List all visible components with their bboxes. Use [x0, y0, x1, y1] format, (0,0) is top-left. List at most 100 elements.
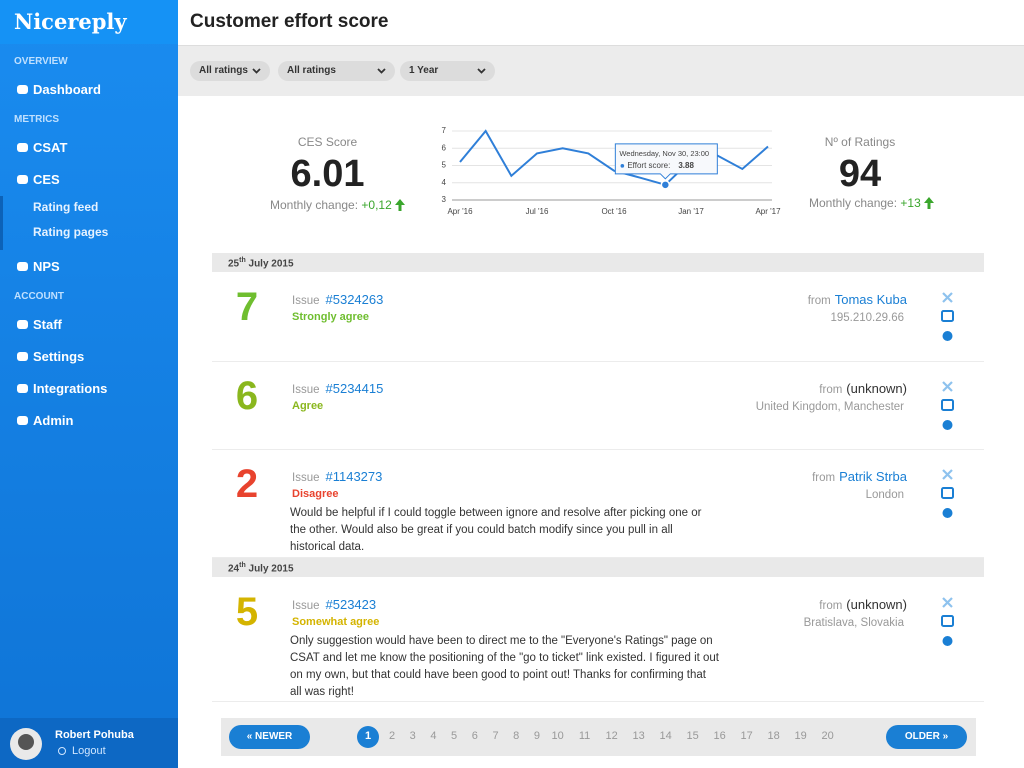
from-name[interactable]: (unknown)	[846, 381, 907, 396]
open-icon[interactable]	[941, 310, 954, 322]
nav-item[interactable]: CES	[33, 172, 60, 187]
page-number[interactable]: 2	[388, 730, 396, 742]
issue-link[interactable]: #1143273	[325, 469, 383, 484]
nav-subitem[interactable]: Rating feed	[33, 200, 99, 214]
x-tick-label: Oct '16	[601, 207, 627, 216]
page-number[interactable]: 10	[551, 730, 564, 742]
page-number[interactable]: 8	[513, 730, 520, 742]
page-number[interactable]: 18	[767, 730, 780, 742]
dropdown-caret	[377, 68, 386, 74]
date-rest: July 2015	[248, 563, 294, 575]
nav-section-title: OVERVIEW	[14, 56, 68, 67]
page-number[interactable]: 3	[409, 730, 416, 742]
nav-item[interactable]: Admin	[33, 413, 74, 428]
from-name[interactable]: Tomas Kuba	[834, 292, 907, 307]
filter-dropdown[interactable]: All ratings	[278, 61, 395, 81]
stat-label: Nº of Ratings	[824, 135, 896, 149]
page-number[interactable]: 15	[686, 730, 699, 742]
dismiss-icon[interactable]	[942, 292, 953, 303]
page-number[interactable]: 14	[659, 730, 672, 742]
issue: Issue #5324263	[292, 292, 383, 307]
issue: Issue #1143273	[292, 469, 382, 484]
stat-value: 94	[838, 153, 882, 195]
change-label: Monthly change: +13	[809, 196, 935, 210]
newer-button[interactable]: « NEWER	[229, 725, 310, 749]
location-icon[interactable]	[942, 636, 953, 646]
user-bar: Robert Pohuba Logout	[0, 718, 178, 768]
nav-icon	[17, 175, 28, 184]
page-number[interactable]: 1	[357, 726, 379, 748]
from-name[interactable]: Patrik Strba	[839, 469, 907, 484]
from: from Tomas Kuba	[808, 292, 907, 307]
older-button[interactable]: OLDER »	[886, 725, 967, 749]
page-number[interactable]: 11	[578, 730, 591, 742]
page-number[interactable]: 7	[492, 730, 499, 742]
y-tick-label: 7	[442, 126, 447, 135]
nav-icon	[17, 352, 28, 361]
open-icon[interactable]	[941, 615, 954, 627]
page-number[interactable]: 5	[451, 730, 458, 742]
location: Bratislava, Slovakia	[803, 617, 904, 629]
data-point	[660, 180, 671, 190]
logout-icon	[58, 747, 66, 755]
rating-item: 5 Issue #523423 Somewhat agree Only suggesti…	[212, 578, 984, 702]
nav-item[interactable]: Integrations	[33, 381, 108, 396]
location: United Kingdom, Manchester	[755, 401, 904, 413]
logo-bar	[0, 0, 178, 44]
up-arrow	[395, 199, 406, 211]
nav-item[interactable]: CSAT	[33, 140, 68, 155]
filter-dropdown[interactable]: 1 Year	[400, 61, 495, 81]
x-tick-label: Jul '16	[526, 207, 549, 216]
issue-link[interactable]: #5234415	[325, 381, 384, 396]
from-name[interactable]: (unknown)	[846, 597, 907, 612]
date-suffix: th	[239, 562, 246, 569]
page-number[interactable]: 17	[740, 730, 753, 742]
location-icon[interactable]	[942, 331, 953, 341]
filter-dropdown[interactable]: All ratings	[190, 61, 270, 81]
nav-icon	[17, 262, 28, 271]
caret	[477, 68, 486, 74]
location-icon[interactable]	[942, 508, 953, 518]
rating-item: 2 Issue #1143273 Disagree Would be helpful i…	[212, 450, 984, 558]
page-number[interactable]: 20	[821, 730, 834, 742]
from-label: from	[812, 472, 836, 484]
page-number[interactable]: 16	[713, 730, 726, 742]
logout-link[interactable]: Logout	[72, 745, 106, 757]
nav-item[interactable]: Dashboard	[33, 82, 101, 97]
open-icon[interactable]	[941, 399, 954, 411]
nav-item[interactable]: Settings	[33, 349, 85, 364]
header: Customer effort score	[178, 0, 1024, 46]
page-number[interactable]: 4	[430, 730, 437, 742]
open-icon[interactable]	[941, 487, 954, 499]
nav-subitem[interactable]: Rating pages	[33, 225, 109, 239]
dismiss-icon[interactable]	[942, 381, 953, 392]
filter-label: All ratings	[287, 65, 336, 76]
change-value: +13	[900, 196, 921, 210]
avatar	[10, 728, 42, 760]
page-number[interactable]: 6	[471, 730, 478, 742]
dismiss-icon[interactable]	[942, 597, 953, 608]
dismiss-icon[interactable]	[942, 469, 953, 480]
issue-link[interactable]: #5324263	[325, 292, 384, 307]
nav-item[interactable]: Staff	[33, 317, 62, 332]
date-day: 24	[228, 563, 240, 575]
page-number[interactable]: 13	[632, 730, 645, 742]
logo[interactable]: Nicereply	[14, 9, 127, 34]
from-label: from	[819, 600, 843, 612]
tooltip-dot	[620, 164, 625, 168]
page-number[interactable]: 19	[794, 730, 807, 742]
page-number[interactable]: 9	[533, 730, 540, 742]
issue-label: Issue	[292, 472, 320, 484]
nav-sub-rule	[0, 196, 3, 250]
nav-item[interactable]: NPS	[33, 259, 60, 274]
dropdown-caret	[477, 68, 486, 74]
sidebar: Nicereply Robert Pohuba Logout OVERVIEW D…	[0, 0, 178, 768]
from: from Patrik Strba	[812, 469, 907, 484]
from: from (unknown)	[819, 381, 907, 396]
page-number[interactable]: 12	[605, 730, 618, 742]
location-icon[interactable]	[942, 420, 953, 430]
nav-icon	[17, 416, 28, 425]
stat-value: 6.01	[290, 153, 365, 195]
issue-link[interactable]: #523423	[325, 597, 377, 612]
